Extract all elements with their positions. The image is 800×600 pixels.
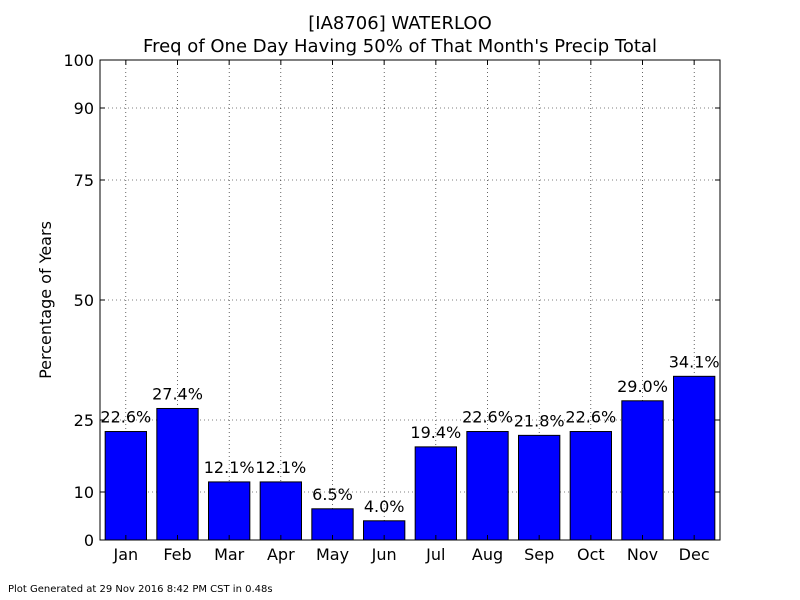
y-tick-label: 10 bbox=[74, 483, 94, 502]
bar-apr bbox=[259, 481, 302, 541]
bar-may bbox=[311, 508, 354, 541]
bar-value-label: 22.6% bbox=[462, 408, 513, 427]
bar-value-label: 12.1% bbox=[204, 458, 255, 477]
y-tick-label: 0 bbox=[84, 531, 94, 550]
y-tick-label: 100 bbox=[63, 51, 94, 70]
bar-value-label: 27.4% bbox=[152, 384, 203, 403]
bar-value-label: 22.6% bbox=[565, 408, 616, 427]
bar-mar bbox=[208, 481, 251, 541]
y-tick-label: 50 bbox=[74, 291, 94, 310]
bar-jan bbox=[104, 431, 147, 541]
y-axis-label: Percentage of Years bbox=[36, 221, 55, 379]
bar-value-label: 22.6% bbox=[100, 408, 151, 427]
bars bbox=[104, 375, 716, 541]
bar-value-labels: 22.6%27.4%12.1% 12.1%6.5%4.0%19.4%22.6% 21… bbox=[100, 352, 719, 515]
bar-value-label: 4.0% bbox=[364, 497, 405, 516]
bar-oct bbox=[569, 431, 613, 541]
axes: 0 10 25 50 75 90 100 Jan Feb Mar Apr May Jun Jul Aug Se… bbox=[63, 51, 721, 564]
plot-generated-footer: Plot Generated at 29 Nov 2016 8:42 PM CS… bbox=[8, 584, 273, 595]
x-tick-label: Nov bbox=[627, 545, 658, 564]
chart-subtitle: Freq of One Day Having 50% of That Month… bbox=[143, 36, 657, 57]
bar-value-label: 29.0% bbox=[617, 377, 668, 396]
bar-feb bbox=[156, 407, 199, 541]
bar-jul bbox=[414, 446, 457, 541]
x-tick-label: May bbox=[316, 545, 349, 564]
x-tick-label: Aug bbox=[472, 545, 503, 564]
x-tick-label: Feb bbox=[163, 545, 191, 564]
x-tick-label: Apr bbox=[267, 545, 295, 564]
plot-frame bbox=[99, 59, 721, 541]
x-tick-label: Jan bbox=[112, 545, 138, 564]
bar-value-label: 34.1% bbox=[669, 352, 720, 371]
x-tick-label: Jul bbox=[425, 545, 445, 564]
bar-aug bbox=[466, 431, 509, 541]
x-tick-label: Oct bbox=[577, 545, 605, 564]
x-tick-label: Dec bbox=[679, 545, 710, 564]
bar-dec bbox=[673, 375, 716, 541]
x-tick-label: Mar bbox=[214, 545, 245, 564]
y-tick-label: 75 bbox=[74, 171, 94, 190]
x-tick-label: Jun bbox=[371, 545, 397, 564]
bar-value-label: 12.1% bbox=[255, 458, 306, 477]
y-tick-label: 25 bbox=[74, 411, 94, 430]
bar-sep bbox=[518, 434, 561, 541]
bar-value-label: 21.8% bbox=[514, 411, 565, 430]
y-tick-label: 90 bbox=[74, 99, 94, 118]
bar-value-label: 6.5% bbox=[312, 485, 353, 504]
x-tick-label: Sep bbox=[524, 545, 554, 564]
bar-nov bbox=[621, 400, 664, 541]
bar-value-label: 19.4% bbox=[410, 423, 461, 442]
chart-title: [IA8706] WATERLOO bbox=[308, 13, 492, 34]
